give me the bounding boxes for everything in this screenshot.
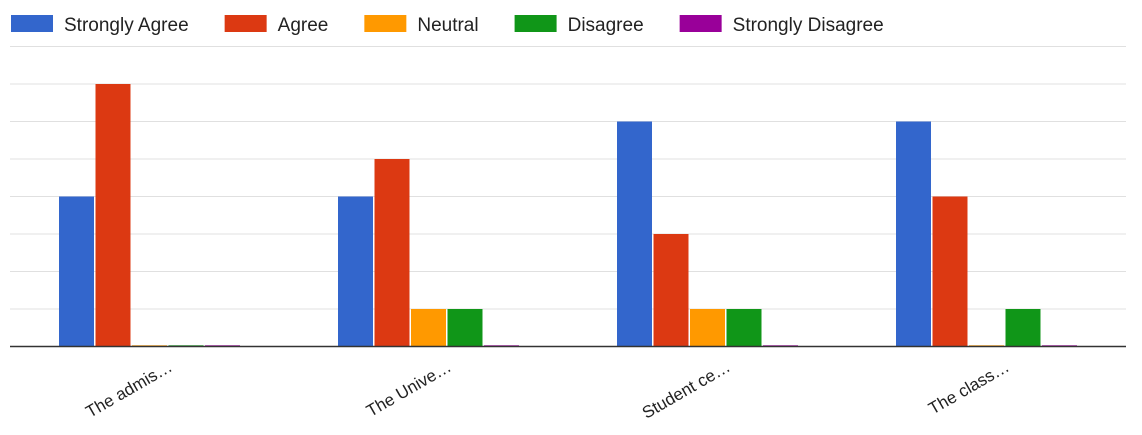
bar-agree[interactable] xyxy=(95,84,131,347)
bar-strongly-agree[interactable] xyxy=(59,196,94,347)
legend-label: Strongly Agree xyxy=(64,15,189,36)
category-label: Student ce… xyxy=(639,357,734,423)
legend-label: Disagree xyxy=(568,15,644,36)
bar-agree[interactable] xyxy=(932,196,968,347)
bar-neutral[interactable] xyxy=(411,309,446,347)
bar-agree[interactable] xyxy=(374,159,410,347)
legend-label: Neutral xyxy=(417,15,478,36)
category-label: The admis… xyxy=(83,357,176,422)
bar-disagree[interactable] xyxy=(447,309,483,347)
bar-disagree[interactable] xyxy=(726,309,762,347)
category-labels: The admis… The Unive… Student ce… The class… xyxy=(83,357,1013,423)
legend-label: Strongly Disagree xyxy=(733,15,884,36)
legend-swatch xyxy=(11,15,53,32)
bars xyxy=(59,84,1077,347)
bar-agree[interactable] xyxy=(653,234,689,347)
bar-strongly-agree[interactable] xyxy=(338,196,373,347)
legend-swatch xyxy=(364,15,407,32)
legend-swatch xyxy=(224,15,267,32)
bar-disagree[interactable] xyxy=(1005,309,1041,347)
category-label: The Unive… xyxy=(363,357,454,421)
bar-strongly-agree[interactable] xyxy=(896,121,931,347)
category-label: The class… xyxy=(925,357,1012,418)
legend-swatch xyxy=(679,15,722,32)
gridlines xyxy=(10,46,1126,310)
bar-neutral[interactable] xyxy=(690,309,725,347)
legend: Strongly Agree Agree Neutral Disagree Strong… xyxy=(11,15,884,36)
legend-swatch xyxy=(514,15,557,32)
legend-label: Agree xyxy=(278,15,329,36)
bar-strongly-agree[interactable] xyxy=(617,121,652,347)
